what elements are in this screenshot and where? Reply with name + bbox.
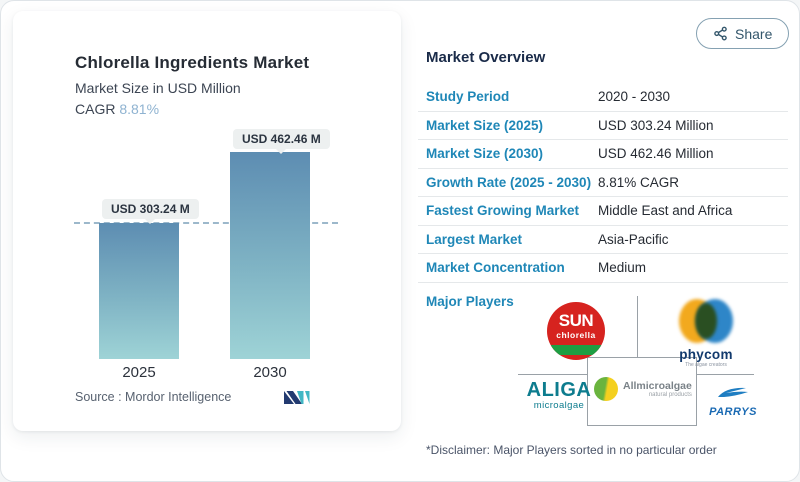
aliga-name: ALIGA	[526, 379, 592, 401]
source-label: Source :	[75, 390, 122, 404]
row-value: USD 303.24 Million	[598, 117, 714, 133]
bar-value-label-2030: USD 462.46 M	[233, 129, 330, 149]
chart-title: Chlorella Ingredients Market	[75, 53, 310, 72]
chart-subtitle: Market Size in USD Million	[75, 80, 241, 96]
market-overview-panel: Market Overview Study Period 2020 - 2030…	[418, 41, 788, 471]
bar-2030[interactable]	[230, 152, 310, 359]
phycom-icon	[679, 295, 733, 347]
row-value: 8.81% CAGR	[598, 174, 680, 190]
table-row: Largest Market Asia-Pacific	[418, 226, 788, 254]
row-label: Market Concentration	[426, 260, 565, 276]
table-row: Market Size (2030) USD 462.46 Million	[418, 140, 788, 169]
overview-title: Market Overview	[426, 49, 546, 66]
allmicroalgae-logo[interactable]: Allmicroalgae natural products	[594, 377, 692, 401]
allmicroalgae-subtitle: natural products	[648, 392, 692, 398]
row-value: Middle East and Africa	[598, 203, 733, 219]
major-players-label: Major Players	[426, 294, 514, 309]
share-button-label: Share	[735, 25, 773, 42]
row-label: Market Size (2025)	[426, 117, 544, 133]
row-label: Largest Market	[426, 231, 523, 247]
sun-chlorella-green-band	[551, 345, 601, 355]
allmicroalgae-icon	[594, 377, 618, 401]
players-tree-vline	[637, 296, 638, 358]
sun-chlorella-logo[interactable]: SUN chlorella	[547, 302, 605, 360]
share-button[interactable]: Share	[696, 18, 790, 49]
chart-cagr: CAGR 8.81%	[75, 101, 309, 117]
row-label: Market Size (2030)	[426, 146, 544, 162]
allmicroalgae-name: Allmicroalgae	[623, 380, 692, 392]
cagr-value: 8.81%	[119, 101, 160, 117]
reference-dashed-line	[74, 222, 338, 224]
share-icon	[714, 26, 727, 41]
row-value: USD 462.46 Million	[598, 146, 714, 162]
parrys-icon	[718, 387, 748, 397]
players-disclaimer: *Disclaimer: Major Players sorted in no …	[426, 443, 717, 457]
table-row: Growth Rate (2025 - 2030) 8.81% CAGR	[418, 169, 788, 197]
chart-card: Chlorella Ingredients Market Market Size…	[13, 11, 401, 431]
sun-chlorella-word-sun: SUN	[558, 311, 594, 330]
row-value: 2020 - 2030	[598, 89, 671, 105]
x-axis-label-2025: 2025	[122, 364, 156, 381]
table-row: Study Period 2020 - 2030	[418, 83, 788, 112]
parrys-logo[interactable]: PARRYS	[702, 385, 764, 418]
cagr-label: CAGR	[75, 101, 116, 117]
table-row: Fastest Growing Market Middle East and A…	[418, 197, 788, 226]
source-row: Source : Mordor Intelligence	[75, 390, 231, 404]
overview-table: Study Period 2020 - 2030 Market Size (20…	[418, 83, 788, 283]
row-label: Fastest Growing Market	[426, 203, 580, 219]
x-axis-label-2030: 2030	[253, 364, 287, 381]
phycom-logo[interactable]: phycom The algae creators	[673, 295, 739, 368]
row-value: Medium	[598, 260, 647, 276]
aliga-logo[interactable]: ALIGA microalgae	[521, 380, 597, 411]
parrys-name: PARRYS	[709, 406, 757, 418]
table-row: Market Size (2025) USD 303.24 Million	[418, 112, 788, 140]
bar-value-label-2025: USD 303.24 M	[102, 199, 199, 219]
phycom-name: phycom	[679, 347, 733, 362]
source-value: Mordor Intelligence	[125, 390, 232, 404]
mordor-intelligence-logo	[284, 391, 310, 404]
row-label: Growth Rate (2025 - 2030)	[426, 174, 592, 190]
aliga-subtitle: microalgae	[533, 400, 585, 411]
table-row: Market Concentration Medium	[418, 254, 788, 283]
bar-2025[interactable]	[99, 223, 179, 359]
row-label: Study Period	[426, 89, 510, 105]
phycom-tagline: The algae creators	[685, 362, 727, 368]
sun-chlorella-word-chlorella: chlorella	[556, 330, 596, 340]
row-value: Asia-Pacific	[598, 231, 669, 247]
chart-header: Chlorella Ingredients Market Market Size…	[75, 53, 309, 117]
